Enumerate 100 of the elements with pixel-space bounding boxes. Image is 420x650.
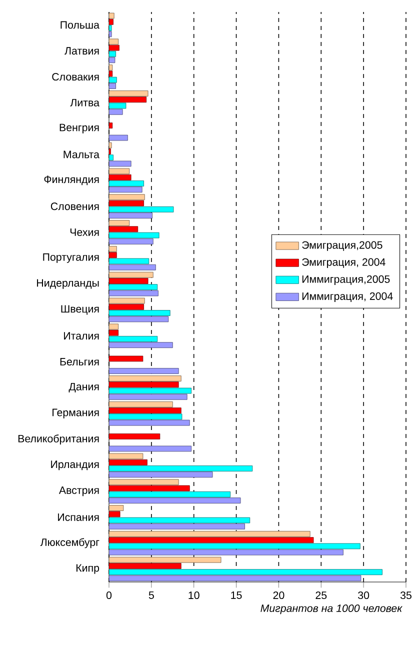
bar — [109, 453, 144, 460]
bar — [109, 51, 116, 57]
x-tick-label: 25 — [316, 592, 327, 600]
legend-label: Эмиграция,2005 — [302, 241, 382, 251]
bar — [109, 342, 173, 348]
bar — [109, 549, 344, 556]
bar — [109, 376, 182, 382]
bar — [109, 368, 179, 374]
legend-label: Эмиграция, 2004 — [302, 258, 386, 268]
bar — [109, 160, 132, 167]
bar — [109, 466, 253, 472]
y-tick-label: Ирландия — [51, 460, 99, 470]
bar — [109, 408, 182, 414]
bar — [109, 57, 116, 63]
bar — [109, 530, 310, 537]
y-tick-label: Дания — [68, 382, 99, 392]
x-tick-label: 20 — [273, 592, 284, 600]
y-tick-label: Швеция — [61, 305, 99, 315]
bar — [109, 284, 158, 290]
x-tick-label: 10 — [188, 592, 200, 600]
bar — [109, 212, 152, 218]
y-tick-label: Люксембург — [40, 538, 100, 548]
y-tick-label: Словения — [50, 202, 99, 210]
bar — [109, 64, 113, 71]
bar — [109, 575, 362, 582]
y-tick-label: Германия — [52, 408, 99, 418]
y-tick-label: Италия — [64, 332, 99, 340]
bar — [109, 336, 158, 342]
y-tick-label: Мальта — [64, 150, 100, 158]
legend-label: Иммиграция, 2004 — [302, 292, 393, 302]
bar — [109, 290, 158, 296]
x-tick-label: 35 — [400, 592, 412, 600]
bar — [109, 298, 145, 304]
bar — [109, 38, 119, 45]
bar — [109, 420, 190, 426]
bar — [109, 31, 112, 38]
bar — [109, 142, 112, 148]
bar — [109, 472, 213, 478]
bar — [109, 25, 112, 31]
bar — [109, 232, 160, 238]
bar — [109, 498, 241, 504]
bar — [109, 168, 130, 174]
bar — [109, 272, 154, 278]
bar — [109, 264, 156, 270]
bar — [109, 491, 231, 498]
y-tick-label: Кипр — [76, 564, 100, 574]
bar — [109, 316, 169, 322]
y-tick-label: Бельгия — [60, 358, 99, 366]
bar — [109, 479, 179, 486]
bar — [109, 324, 119, 330]
y-tick-label: Чехия — [70, 228, 99, 236]
x-axis-title: Мигрантов на 1000 человек — [260, 604, 402, 614]
bar — [109, 194, 145, 200]
y-tick-label: Словакия — [52, 73, 99, 81]
bar — [109, 310, 170, 316]
bar — [109, 134, 128, 141]
bar — [109, 556, 222, 563]
bar — [109, 543, 360, 550]
bar — [109, 446, 192, 452]
bar — [109, 414, 182, 420]
bar — [109, 76, 117, 83]
y-tick-label: Испания — [58, 514, 99, 521]
bar — [109, 108, 123, 115]
bar — [109, 394, 188, 400]
bar — [109, 401, 173, 408]
bar — [109, 537, 314, 543]
bar — [109, 382, 179, 388]
bar — [109, 238, 154, 244]
y-tick-label: Польша — [60, 21, 100, 29]
bar — [109, 154, 114, 160]
y-tick-label: Великобритания — [18, 434, 99, 445]
bar — [109, 433, 160, 440]
bar — [109, 505, 124, 511]
bar — [109, 83, 116, 89]
bar — [109, 517, 250, 524]
legend-label: Иммиграция,2005 — [302, 275, 390, 286]
bar — [109, 206, 174, 212]
x-tick-label: 5 — [148, 592, 154, 599]
bar — [109, 12, 114, 19]
bar — [109, 180, 144, 186]
bar — [109, 258, 150, 264]
y-tick-label: Нидерланды — [37, 279, 99, 289]
bar — [109, 246, 117, 252]
x-tick-label: 15 — [231, 592, 242, 599]
bar — [109, 220, 130, 226]
y-tick-label: Финляндия — [44, 176, 99, 186]
y-tick-label: Латвия — [64, 47, 99, 55]
y-tick-label: Австрия — [58, 486, 99, 496]
bar — [109, 523, 245, 530]
y-tick-label: Португалия — [43, 253, 99, 263]
y-tick-label: Литва — [70, 98, 100, 106]
y-tick-label: Венгрия — [60, 124, 99, 134]
bar — [109, 388, 192, 394]
x-tick-label: 0 — [106, 592, 112, 600]
x-tick-label: 30 — [358, 592, 370, 600]
bar — [109, 563, 182, 569]
bar — [109, 102, 126, 109]
bar — [109, 90, 148, 96]
bar — [109, 186, 142, 193]
bar — [109, 569, 382, 576]
